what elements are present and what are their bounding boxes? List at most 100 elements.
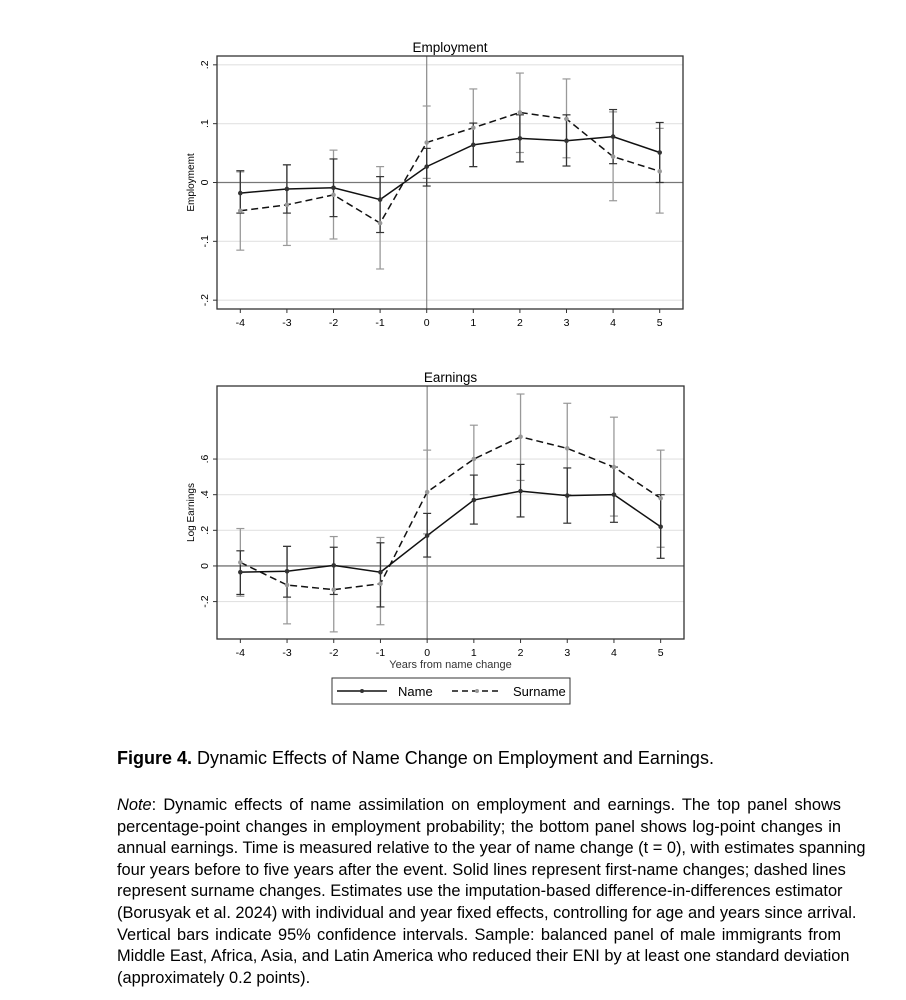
legend-label-name: Name bbox=[398, 684, 433, 699]
x-tick-label: 1 bbox=[471, 647, 477, 659]
note-line: (approximately 0.2 points). bbox=[117, 968, 311, 987]
y-tick-label: .2 bbox=[199, 60, 211, 69]
data-point bbox=[238, 560, 243, 565]
data-point bbox=[331, 587, 337, 592]
x-tick-label: -3 bbox=[282, 647, 291, 659]
data-point bbox=[424, 533, 430, 538]
note-line: Note: Dynamic effects of name assimilati… bbox=[117, 796, 841, 814]
y-tick-label: .2 bbox=[199, 526, 211, 535]
data-point bbox=[424, 164, 430, 169]
data-point bbox=[610, 134, 616, 139]
data-point bbox=[658, 524, 663, 530]
figure-note: Note: Dynamic effects of name assimilati… bbox=[117, 795, 866, 989]
data-point bbox=[238, 569, 243, 575]
data-point bbox=[517, 136, 523, 141]
note-line: Middle East, Africa, Asia, and Latin Ame… bbox=[117, 947, 850, 966]
data-point bbox=[658, 495, 663, 501]
plot-frame bbox=[216, 385, 685, 640]
data-point bbox=[377, 220, 383, 226]
data-point bbox=[564, 116, 569, 122]
figure-caption: Figure 4. Dynamic Effects of Name Change… bbox=[117, 748, 714, 769]
data-point bbox=[377, 197, 383, 202]
data-point bbox=[471, 142, 476, 148]
data-point bbox=[238, 190, 243, 196]
x-tick-label: -2 bbox=[329, 317, 338, 329]
legend: Name Surname bbox=[331, 677, 571, 705]
x-tick-label: 0 bbox=[424, 647, 430, 659]
data-point bbox=[238, 208, 243, 214]
caption-text: Dynamic Effects of Name Change on Employ… bbox=[192, 748, 714, 768]
panel-employment: -.2 -.1 0 .1 .2 -4 -3 -2 -1 0 1 2 3 4 5 Employment Emplo… bbox=[186, 40, 684, 329]
y-tick-label: 0 bbox=[199, 179, 211, 185]
note-line: (Borusyak et al. 2024) with individual a… bbox=[117, 903, 857, 922]
data-point bbox=[518, 434, 523, 440]
plot-frame bbox=[216, 55, 684, 310]
x-tick-label: 5 bbox=[657, 317, 663, 329]
series-line bbox=[240, 111, 660, 225]
data-point bbox=[610, 154, 616, 159]
note-line: represent surname changes. Estimates use… bbox=[117, 882, 843, 901]
x-tick-label: 0 bbox=[424, 317, 430, 329]
x-tick-label: 1 bbox=[470, 317, 476, 329]
data-point bbox=[564, 446, 570, 451]
y-axis-label: Employmemt bbox=[186, 153, 197, 212]
x-axis-label: Years from name change bbox=[389, 659, 512, 671]
note-line: four years before to five years after th… bbox=[117, 860, 846, 879]
data-point bbox=[284, 202, 290, 208]
data-point bbox=[284, 582, 290, 588]
note-label: Note bbox=[117, 796, 152, 814]
panel-earnings: -.2 0 .2 .4 .6 -4 -3 -2 -1 0 1 2 3 4 5 Earnings Log Earn… bbox=[186, 370, 685, 671]
y-tick-label: -.1 bbox=[199, 235, 211, 247]
series-line-surname bbox=[238, 110, 662, 226]
data-point bbox=[471, 456, 477, 462]
x-tick-label: 5 bbox=[658, 647, 664, 659]
x-tick-label: -3 bbox=[282, 317, 291, 329]
series-line-surname bbox=[238, 434, 663, 592]
data-point bbox=[471, 497, 477, 503]
series-surname bbox=[236, 393, 665, 633]
data-point bbox=[518, 488, 523, 494]
y-tick-label: .1 bbox=[199, 119, 211, 128]
x-tick-label: 4 bbox=[610, 317, 616, 329]
series-line bbox=[240, 490, 662, 573]
x-tick-label: -4 bbox=[236, 647, 245, 659]
data-point bbox=[564, 138, 569, 144]
y-tick-label: -.2 bbox=[199, 595, 211, 607]
y-tick-label: .4 bbox=[199, 490, 211, 499]
series-line-name bbox=[238, 488, 663, 575]
y-tick-label: .6 bbox=[199, 455, 211, 464]
legend-marker bbox=[475, 689, 479, 693]
data-point bbox=[564, 493, 570, 498]
legend-marker bbox=[360, 689, 364, 693]
data-point bbox=[284, 568, 290, 574]
x-tick-label: -1 bbox=[375, 317, 384, 329]
data-point bbox=[657, 150, 662, 155]
x-tick-label: -1 bbox=[376, 647, 385, 659]
x-tick-label: -2 bbox=[329, 647, 338, 659]
note-line: annual earnings. Time is measured relati… bbox=[117, 839, 866, 858]
data-point bbox=[611, 492, 617, 497]
note-line: Vertical bars indicate 95% confidence in… bbox=[117, 925, 841, 944]
y-tick-label: 0 bbox=[199, 563, 211, 569]
data-point bbox=[331, 563, 337, 568]
data-point bbox=[378, 581, 383, 587]
data-point bbox=[331, 192, 336, 198]
x-tick-label: 2 bbox=[517, 317, 523, 329]
y-axis-label: Log Earnings bbox=[186, 483, 197, 542]
data-point bbox=[424, 140, 430, 145]
data-point bbox=[471, 125, 476, 131]
data-point bbox=[424, 489, 430, 495]
series-name bbox=[236, 463, 665, 608]
series-line bbox=[240, 435, 662, 591]
x-tick-label: 2 bbox=[518, 647, 524, 659]
data-point bbox=[378, 569, 383, 575]
panel-title: Employment bbox=[412, 40, 487, 55]
figure: -.2 -.1 0 .1 .2 -4 -3 -2 -1 0 1 2 3 4 5 Employment Emplo… bbox=[186, 40, 685, 705]
series-surname bbox=[236, 72, 664, 270]
x-tick-label: 3 bbox=[564, 647, 570, 659]
legend-label-surname: Surname bbox=[513, 684, 566, 699]
note-line: percentage-point changes in employment p… bbox=[117, 817, 841, 836]
panel-title: Earnings bbox=[424, 370, 478, 385]
x-tick-label: -4 bbox=[236, 317, 245, 329]
data-point bbox=[331, 185, 336, 191]
